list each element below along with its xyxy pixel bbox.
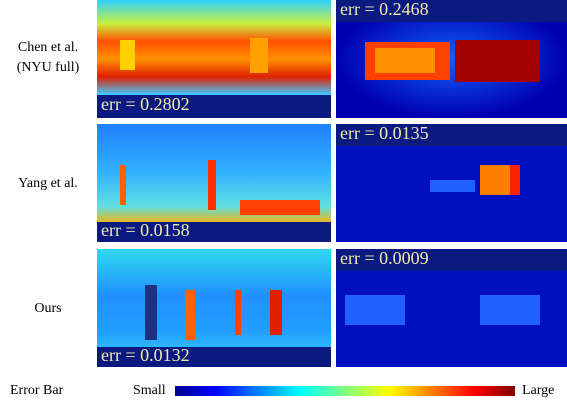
error-label: err = 0.0009 bbox=[340, 248, 429, 268]
error-label: err = 0.0132 bbox=[101, 345, 190, 365]
row-label: Chen et al. bbox=[18, 40, 78, 55]
panel: err = 0.0135 bbox=[336, 123, 567, 242]
figure: Chen et al. (NYU full) Yang et al. Ours … bbox=[0, 0, 567, 404]
colorbar-low: Small bbox=[133, 383, 166, 398]
row-label: Yang et al. bbox=[18, 176, 78, 191]
panel: err = 0.2468 bbox=[336, 0, 567, 118]
colorbar-title: Error Bar bbox=[10, 383, 64, 398]
panel: err = 0.0158 bbox=[97, 124, 331, 242]
colorbar: Error Bar Small Large bbox=[10, 383, 554, 398]
row-label: (NYU full) bbox=[17, 60, 80, 75]
row-labels: Chen et al. (NYU full) Yang et al. Ours bbox=[17, 40, 80, 316]
panel: err = 0.0009 bbox=[336, 248, 567, 367]
colorbar-gradient bbox=[175, 386, 515, 396]
panel: err = 0.2802 bbox=[97, 0, 331, 118]
panel: err = 0.0132 bbox=[97, 249, 331, 367]
error-label: err = 0.0158 bbox=[101, 220, 190, 240]
error-label: err = 0.2468 bbox=[340, 0, 429, 19]
error-label: err = 0.0135 bbox=[340, 123, 429, 143]
error-label: err = 0.2802 bbox=[101, 94, 190, 114]
colorbar-high: Large bbox=[522, 383, 554, 398]
row-label: Ours bbox=[34, 301, 61, 316]
